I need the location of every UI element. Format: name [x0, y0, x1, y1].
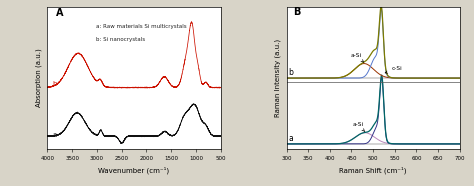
- Text: c-Si: c-Si: [0, 185, 1, 186]
- Text: a-Si: a-Si: [351, 53, 364, 62]
- Text: a-Si: a-Si: [352, 122, 365, 132]
- Text: a: a: [289, 134, 293, 143]
- Text: b: b: [289, 68, 293, 77]
- Text: a: a: [53, 132, 57, 138]
- Y-axis label: Raman Intensity (a.u.): Raman Intensity (a.u.): [274, 39, 281, 117]
- Text: b: b: [53, 81, 57, 86]
- Text: a: Raw materials Si multicrystals: a: Raw materials Si multicrystals: [96, 24, 187, 29]
- Y-axis label: Absorption (a.u.): Absorption (a.u.): [36, 49, 42, 108]
- X-axis label: Raman Shift (cm⁻¹): Raman Shift (cm⁻¹): [339, 167, 407, 174]
- Text: A: A: [56, 8, 64, 18]
- Text: b: Si nanocrystals: b: Si nanocrystals: [96, 37, 145, 42]
- Text: c-Si: c-Si: [385, 66, 402, 73]
- Text: B: B: [293, 7, 301, 17]
- X-axis label: Wavenumber (cm⁻¹): Wavenumber (cm⁻¹): [99, 167, 170, 174]
